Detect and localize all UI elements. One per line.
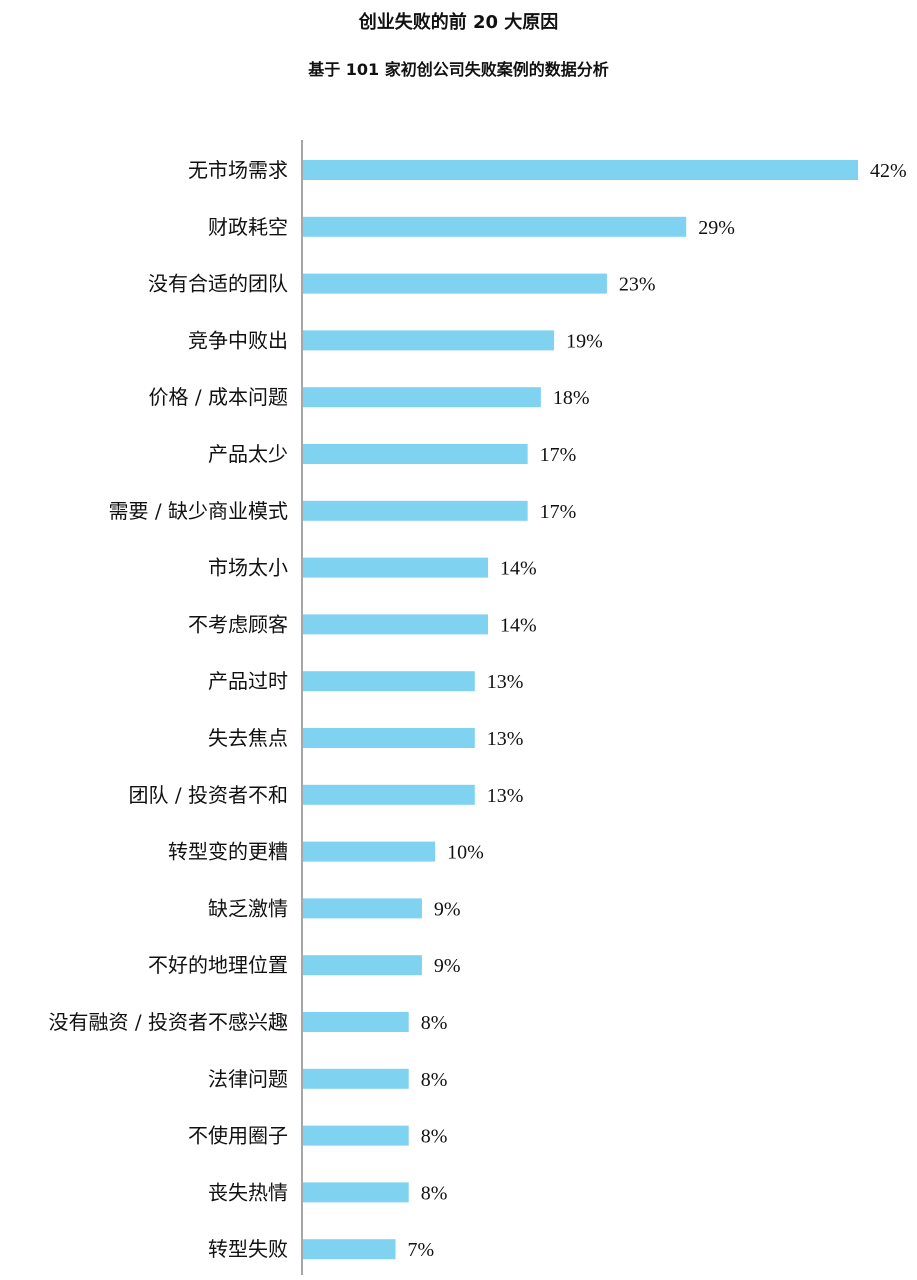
bar bbox=[303, 330, 555, 351]
category-label: 法律问题 bbox=[208, 1067, 288, 1091]
bar bbox=[303, 898, 422, 919]
category-label: 财政耗空 bbox=[208, 215, 288, 239]
value-label: 17% bbox=[540, 444, 577, 466]
category-label: 需要 / 缺少商业模式 bbox=[109, 499, 288, 523]
bar bbox=[303, 1068, 409, 1089]
value-label: 8% bbox=[421, 1182, 448, 1204]
category-label: 缺乏激情 bbox=[208, 896, 288, 920]
value-label: 9% bbox=[434, 898, 461, 920]
bar bbox=[303, 387, 541, 408]
bar bbox=[303, 784, 475, 805]
bar bbox=[303, 671, 475, 692]
value-label: 8% bbox=[421, 1069, 448, 1091]
value-label: 8% bbox=[421, 1012, 448, 1034]
category-label: 没有合适的团队 bbox=[148, 272, 288, 296]
bars-group bbox=[303, 160, 858, 1260]
bar bbox=[303, 500, 528, 521]
bar bbox=[303, 557, 488, 578]
category-label: 价格 / 成本问题 bbox=[149, 385, 288, 409]
category-label: 转型失败 bbox=[208, 1237, 288, 1261]
value-label: 13% bbox=[487, 728, 524, 750]
bar bbox=[303, 1239, 396, 1260]
value-label: 9% bbox=[434, 955, 461, 977]
value-label: 10% bbox=[447, 842, 484, 864]
bar bbox=[303, 955, 422, 976]
value-label: 29% bbox=[698, 217, 735, 239]
bar bbox=[303, 273, 607, 294]
category-label: 团队 / 投资者不和 bbox=[129, 783, 288, 807]
value-label: 19% bbox=[566, 330, 603, 352]
category-label: 市场太小 bbox=[208, 556, 288, 580]
category-label: 竞争中败出 bbox=[188, 328, 288, 352]
value-label: 17% bbox=[540, 501, 577, 523]
value-label: 13% bbox=[487, 671, 524, 693]
category-label: 不考虑顾客 bbox=[188, 612, 288, 636]
bar bbox=[303, 841, 436, 862]
category-label: 丧失热情 bbox=[208, 1180, 288, 1204]
bar bbox=[303, 1182, 409, 1203]
category-label: 产品过时 bbox=[208, 669, 288, 693]
category-label: 无市场需求 bbox=[188, 158, 288, 182]
value-label: 14% bbox=[500, 614, 537, 636]
value-label: 42% bbox=[870, 160, 907, 182]
value-label: 18% bbox=[553, 387, 590, 409]
bar bbox=[303, 444, 528, 464]
bar bbox=[303, 216, 687, 237]
category-label: 失去焦点 bbox=[208, 726, 288, 750]
value-label: 13% bbox=[487, 785, 524, 807]
bar bbox=[303, 160, 858, 180]
bar bbox=[303, 1012, 409, 1032]
value-label: 7% bbox=[408, 1239, 435, 1261]
chart-subtitle: 基于 101 家初创公司失败案例的数据分析 bbox=[308, 60, 609, 79]
bar bbox=[303, 728, 475, 748]
value-label: 14% bbox=[500, 558, 537, 580]
category-label: 没有融资 / 投资者不感兴趣 bbox=[49, 1010, 288, 1034]
category-label: 不好的地理位置 bbox=[148, 953, 288, 977]
chart-title: 创业失败的前 20 大原因 bbox=[358, 12, 559, 33]
bar bbox=[303, 1125, 409, 1146]
value-labels: 42% 29% 23% 19% 18% 17% 17% 14% 14% 13% 13% 13% 10% 9… bbox=[408, 160, 907, 1261]
category-label: 产品太少 bbox=[208, 442, 288, 466]
value-label: 8% bbox=[421, 1126, 448, 1148]
category-label: 不使用圈子 bbox=[188, 1124, 288, 1148]
category-label: 转型变的更糟 bbox=[168, 840, 288, 864]
value-label: 23% bbox=[619, 274, 656, 296]
bar bbox=[303, 614, 488, 635]
